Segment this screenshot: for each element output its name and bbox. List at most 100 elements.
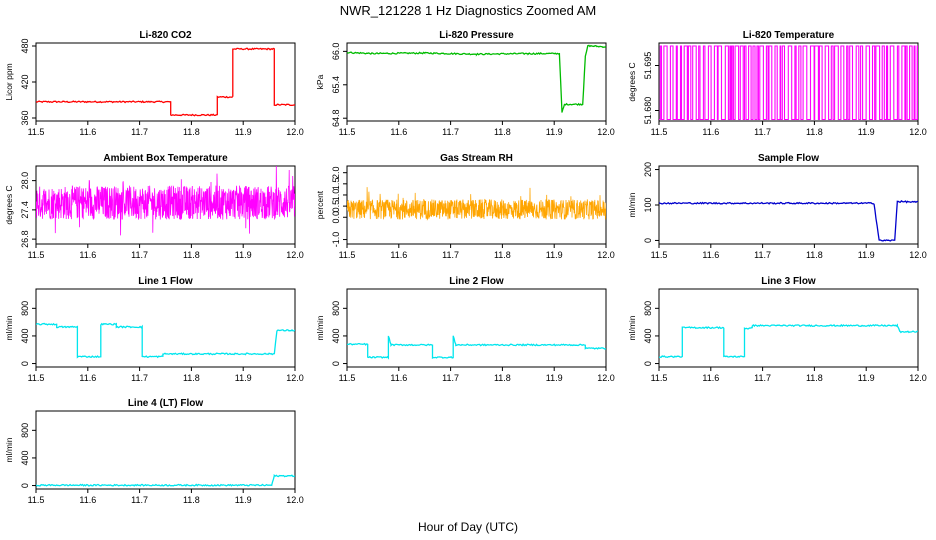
y-tick-label: 0 xyxy=(331,361,341,366)
x-tick-label: 12.0 xyxy=(597,250,615,260)
x-tick-label: 11.7 xyxy=(442,373,459,383)
x-tick-label: 11.9 xyxy=(546,373,563,383)
y-tick-label: 480 xyxy=(20,38,30,53)
x-tick-label: 11.9 xyxy=(858,373,875,383)
x-tick-label: 11.5 xyxy=(651,250,668,260)
x-tick-label: 11.9 xyxy=(546,250,563,260)
plot-frame xyxy=(35,410,296,490)
x-tick-label: 11.7 xyxy=(131,250,148,260)
panel-title: Li-820 CO2 xyxy=(139,30,192,41)
x-tick-label: 11.7 xyxy=(131,495,148,505)
y-tick-label: 26.8 xyxy=(20,230,30,248)
y-axis-label: Licor ppm xyxy=(4,63,14,100)
y-tick-label: 0 xyxy=(643,238,653,243)
x-tick-label: 12.0 xyxy=(286,495,304,505)
panel-2: Li-820 Pressure 11.5 11.6 11.7 11.8 11.9 12.0 6… xyxy=(315,30,615,137)
panel-title: Gas Stream RH xyxy=(440,153,513,164)
x-tick-label: 11.5 xyxy=(339,127,356,137)
x-tick-label: 11.5 xyxy=(651,127,668,137)
x-tick-label: 11.8 xyxy=(183,250,200,260)
y-tick-label: -1.0 xyxy=(331,232,341,248)
x-tick-label: 11.8 xyxy=(494,373,511,383)
x-tick-label: 11.7 xyxy=(442,250,459,260)
series-line xyxy=(659,323,918,359)
series-line xyxy=(659,45,918,121)
x-tick-label: 11.8 xyxy=(806,373,823,383)
y-axis-label: ml/min xyxy=(315,315,325,340)
y-tick-label: 28.0 xyxy=(20,172,30,190)
x-tick-label: 11.6 xyxy=(390,250,407,260)
y-axis-label: percent xyxy=(315,190,325,219)
y-tick-label: 200 xyxy=(643,162,653,177)
panel-title: Line 1 Flow xyxy=(138,276,193,287)
x-tick-label: 11.6 xyxy=(79,373,96,383)
x-tick-label: 11.7 xyxy=(754,373,771,383)
y-axis-label: degrees C xyxy=(627,62,637,101)
x-tick-label: 11.8 xyxy=(183,127,200,137)
panel-title: Ambient Box Temperature xyxy=(103,153,228,164)
series-line xyxy=(36,473,295,487)
y-tick-label: 64.8 xyxy=(331,109,341,127)
x-tick-label: 11.7 xyxy=(131,127,148,137)
x-tick-label: 11.7 xyxy=(442,127,459,137)
y-tick-label: 100 xyxy=(643,197,653,212)
y-tick-label: 1.0 xyxy=(331,189,341,202)
x-tick-label: 11.6 xyxy=(79,127,96,137)
x-tick-label: 11.5 xyxy=(28,495,45,505)
panel-1: Li-820 CO2 11.5 11.6 11.7 11.8 11.9 12.0 360 420… xyxy=(4,30,304,137)
x-tick-label: 11.9 xyxy=(235,495,252,505)
panel-3: Li-820 Temperature 11.5 11.6 11.7 11.8 11.9 12… xyxy=(627,30,927,137)
x-tick-label: 11.7 xyxy=(754,250,771,260)
series-line xyxy=(36,47,295,117)
x-tick-label: 11.5 xyxy=(28,373,45,383)
y-tick-label: 27.4 xyxy=(20,201,30,219)
x-tick-label: 11.7 xyxy=(754,127,771,137)
panel-title: Li-820 Pressure xyxy=(439,30,514,41)
y-tick-label: 360 xyxy=(20,110,30,125)
x-tick-label: 11.9 xyxy=(858,250,875,260)
x-tick-label: 12.0 xyxy=(286,127,304,137)
x-tick-label: 11.8 xyxy=(183,495,200,505)
plot-frame xyxy=(346,288,607,368)
y-axis-label: kPa xyxy=(315,74,325,89)
panel-4: Ambient Box Temperature 11.5 11.6 11.7 11.8 1… xyxy=(4,153,304,260)
panel-6: Sample Flow 11.5 11.6 11.7 11.8 11.9 12.0 0 100 2… xyxy=(627,153,927,260)
x-tick-label: 11.6 xyxy=(79,495,96,505)
plot-frame xyxy=(35,288,296,368)
panel-7: Line 1 Flow 11.5 11.6 11.7 11.8 11.9 12.0 0 400 8… xyxy=(4,276,304,383)
x-tick-label: 12.0 xyxy=(286,373,304,383)
x-tick-label: 11.6 xyxy=(390,127,407,137)
series-line xyxy=(659,200,918,242)
x-tick-label: 11.6 xyxy=(702,250,719,260)
panel-title: Sample Flow xyxy=(758,153,819,164)
x-tick-label: 11.7 xyxy=(131,373,148,383)
plot-frame xyxy=(35,42,296,122)
y-tick-label: 0.0 xyxy=(331,211,341,224)
series-line xyxy=(347,44,606,113)
y-axis-label: ml/min xyxy=(4,437,14,462)
y-tick-label: 2.0 xyxy=(331,166,341,179)
plot-frame xyxy=(658,165,919,245)
x-tick-label: 11.6 xyxy=(79,250,96,260)
x-tick-label: 11.9 xyxy=(858,127,875,137)
x-tick-label: 11.9 xyxy=(235,127,252,137)
y-axis-label: ml/min xyxy=(627,315,637,340)
x-tick-label: 11.8 xyxy=(183,373,200,383)
x-tick-label: 11.9 xyxy=(546,127,563,137)
x-tick-label: 11.8 xyxy=(494,250,511,260)
y-tick-label: 51.680 xyxy=(643,97,653,125)
y-tick-label: 0.5 xyxy=(331,200,341,213)
y-tick-label: 1.5 xyxy=(331,178,341,191)
x-tick-label: 11.5 xyxy=(28,127,45,137)
x-tick-label: 12.0 xyxy=(286,250,304,260)
series-line xyxy=(347,187,606,221)
y-axis-label: degrees C xyxy=(4,185,14,224)
series-line xyxy=(36,322,295,359)
y-tick-label: 400 xyxy=(643,328,653,343)
y-tick-label: 800 xyxy=(331,301,341,316)
panel-8: Line 2 Flow 11.5 11.6 11.7 11.8 11.9 12.0 0 400 8… xyxy=(315,276,615,383)
y-tick-label: 800 xyxy=(643,301,653,316)
y-tick-label: 400 xyxy=(20,328,30,343)
